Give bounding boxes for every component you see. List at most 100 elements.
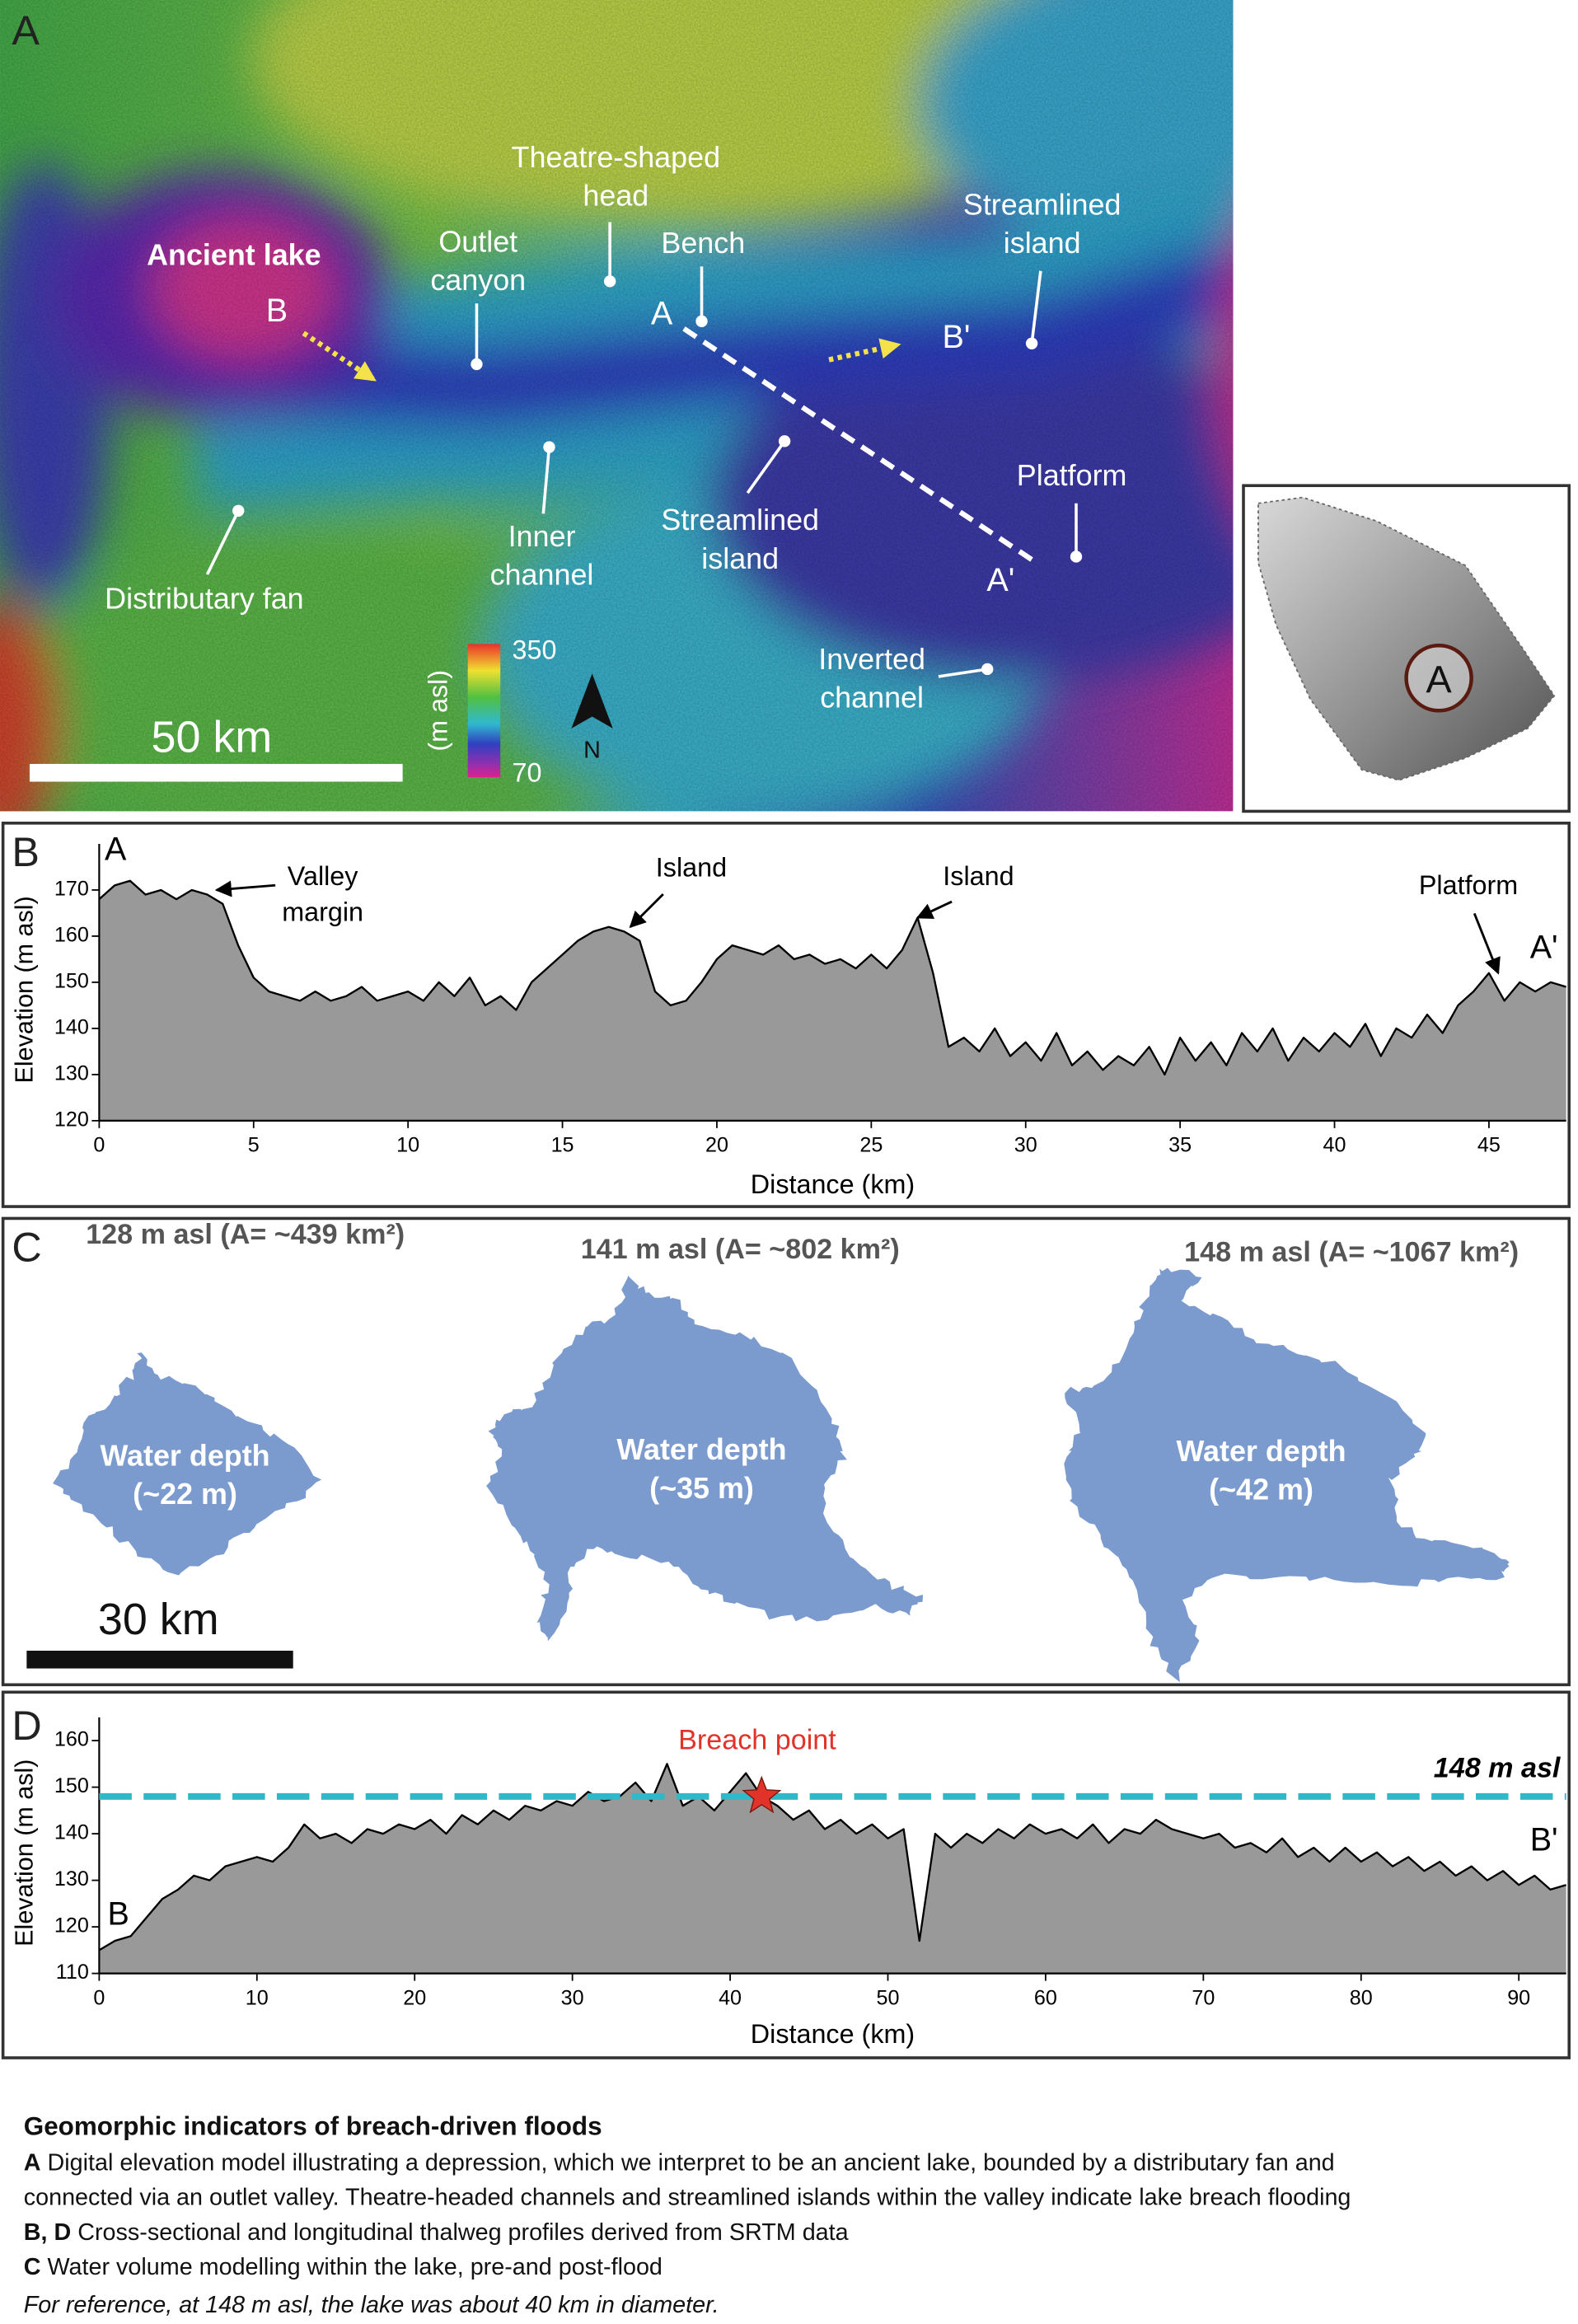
x-tick-label: 15	[551, 1134, 574, 1157]
caption-label: B, D	[24, 2219, 71, 2246]
y-tick-label: 150	[54, 1774, 89, 1797]
profile-end-label: B	[266, 293, 288, 329]
annotation-arrow	[915, 900, 953, 919]
y-tick-label: 170	[54, 878, 89, 901]
x-tick-label: 45	[1477, 1134, 1501, 1157]
caption-text: connected via an outlet valley. Theatre-…	[24, 2185, 1351, 2211]
map-label: head	[583, 179, 649, 213]
annotation: Platform	[1419, 870, 1518, 900]
panel-frame	[1, 1216, 1571, 1687]
x-tick-label: 20	[403, 1986, 426, 2009]
x-tick-label: 50	[877, 1986, 900, 2009]
profile-end-label: A'	[1530, 929, 1558, 965]
inset-label: A	[1426, 658, 1453, 701]
x-tick-label: 35	[1168, 1134, 1192, 1157]
map-point	[1025, 337, 1038, 349]
scale-bar-label: 50 km	[152, 713, 273, 762]
map-label: Inner	[508, 519, 576, 553]
annotation: Island	[943, 861, 1014, 891]
map-label: Streamlined	[661, 503, 819, 536]
water-depth-label: Water depth	[1176, 1434, 1346, 1468]
x-tick-label: 30	[561, 1986, 584, 2009]
map-point	[778, 435, 791, 447]
profile-area	[99, 1764, 1566, 1974]
profile-end-label: B'	[943, 319, 971, 355]
water-depth-label: Water depth	[100, 1438, 269, 1472]
map-point	[232, 504, 245, 517]
map-label: Bench	[661, 226, 745, 260]
annotation-arrow	[1473, 912, 1501, 975]
profile-area	[99, 880, 1566, 1121]
breach-point	[742, 1775, 782, 1814]
x-tick-label: 20	[705, 1134, 728, 1157]
y-tick-label: 110	[56, 1961, 89, 1984]
map-point	[1290, 266, 1303, 279]
x-tick-label: 90	[1507, 1986, 1530, 2009]
caption-text: Water volume modelling within the lake, …	[48, 2254, 663, 2280]
map-label: Linear	[1291, 313, 1374, 347]
map-pointer	[541, 447, 551, 514]
panel-label: B	[12, 828, 40, 875]
y-tick-label: 120	[54, 1108, 89, 1132]
map-label: island	[1004, 226, 1081, 260]
x-tick-label: 60	[1034, 1986, 1057, 2009]
map-point	[695, 315, 708, 328]
y-axis-title: Elevation (m asl)	[11, 896, 39, 1083]
annotation-arrow	[214, 880, 276, 897]
x-tick-label: 10	[246, 1986, 269, 2009]
lake-title: 141 m asl (A= ~802 km²)	[581, 1234, 900, 1265]
caption-label: A	[24, 2150, 41, 2176]
caption-title: Geomorphic indicators of breach-driven f…	[24, 2111, 602, 2140]
caption-line: B, D Cross-sectional and longitudinal th…	[24, 2219, 849, 2246]
panel-frame	[1, 822, 1571, 1208]
caption-line: A Digital elevation model illustrating a…	[24, 2150, 1335, 2176]
x-axis-title: Distance (km)	[751, 2019, 915, 2049]
lake-extent	[1064, 1267, 1510, 1683]
y-tick-label: 160	[54, 1728, 89, 1751]
profile-line	[98, 1763, 1566, 1952]
lake-extent	[486, 1275, 924, 1642]
water-depth-label: Water depth	[616, 1432, 786, 1466]
breach-label: Breach point	[678, 1724, 836, 1755]
y-tick-label: 150	[54, 970, 89, 993]
profile-end-label: A	[651, 295, 673, 331]
reference-label: 148 m asl	[1434, 1753, 1562, 1784]
water-depth-label: (~22 m)	[133, 1477, 237, 1511]
profile-start-label: A	[105, 832, 127, 868]
y-axis-title: Elevation (m asl)	[11, 1759, 39, 1947]
caption-label: C	[24, 2254, 41, 2280]
water-depth-label: (~42 m)	[1209, 1473, 1313, 1506]
x-tick-label: 40	[1323, 1134, 1346, 1157]
map-label: Outlet	[438, 224, 517, 258]
profile-line	[98, 879, 1566, 1076]
map-pointer	[1030, 270, 1042, 344]
map-label: channel	[820, 681, 924, 715]
x-tick-label: 70	[1192, 1986, 1215, 2009]
north-label: N	[583, 738, 601, 764]
caption-line: C Water volume modelling within the lake…	[24, 2254, 663, 2280]
colorbar-min: 70	[513, 758, 542, 788]
panel-label: A	[12, 7, 40, 54]
y-tick-label: 120	[54, 1914, 89, 1937]
map-label: Distributary fan	[105, 581, 303, 615]
map-label: Theatre-shaped	[512, 140, 721, 174]
y-tick-label: 160	[54, 924, 89, 947]
map-label: canyon	[430, 263, 526, 297]
map-point	[471, 358, 483, 371]
water-depth-label: (~35 m)	[649, 1471, 754, 1505]
x-tick-label: 0	[93, 1986, 105, 2009]
caption-line: connected via an outlet valley. Theatre-…	[24, 2185, 1351, 2211]
annotation: Valley	[288, 861, 358, 891]
map-label: valley	[1295, 352, 1370, 386]
x-tick-label: 10	[396, 1134, 419, 1157]
y-tick-label: 130	[54, 1867, 89, 1891]
map-pointer	[1295, 271, 1323, 305]
map-label: channel	[490, 558, 594, 592]
x-tick-label: 5	[248, 1134, 260, 1157]
map-point	[543, 441, 555, 453]
x-axis-title: Distance (km)	[751, 1169, 915, 1199]
caption-text: Cross-sectional and longitudinal thalweg…	[77, 2219, 848, 2246]
x-tick-label: 80	[1350, 1986, 1373, 2009]
